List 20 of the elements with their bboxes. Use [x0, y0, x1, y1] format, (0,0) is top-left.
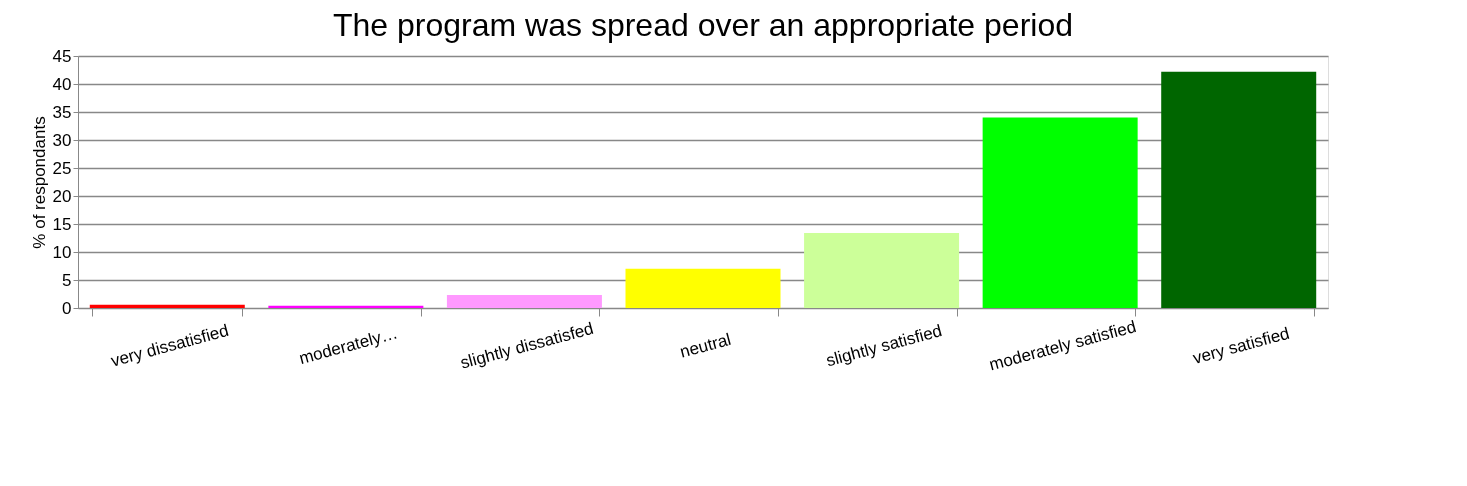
- bar: [446, 295, 602, 308]
- x-tick-label: neutral: [677, 329, 734, 362]
- y-tick-label: 25: [52, 158, 72, 178]
- bar: [1161, 71, 1317, 308]
- y-tick-label: 20: [52, 186, 72, 206]
- x-tick-label: very satisfied: [1190, 323, 1292, 368]
- y-tick-label: 40: [52, 74, 72, 94]
- y-tick-label: 45: [52, 46, 72, 66]
- y-tick-label: 30: [52, 130, 72, 150]
- y-axis-title: % of respondants: [29, 116, 49, 249]
- x-tick-label: slightly satisfied: [824, 321, 944, 371]
- y-tick-label: 0: [62, 298, 72, 318]
- y-tick-label: 35: [52, 102, 72, 122]
- y-tick-label: 15: [52, 214, 72, 234]
- bar: [625, 268, 781, 308]
- y-tick-label: 10: [52, 242, 72, 262]
- bar: [804, 232, 960, 308]
- y-tick-label: 5: [62, 270, 72, 290]
- chart-title: The program was spread over an appropriate period: [333, 7, 1073, 43]
- bar: [982, 117, 1138, 308]
